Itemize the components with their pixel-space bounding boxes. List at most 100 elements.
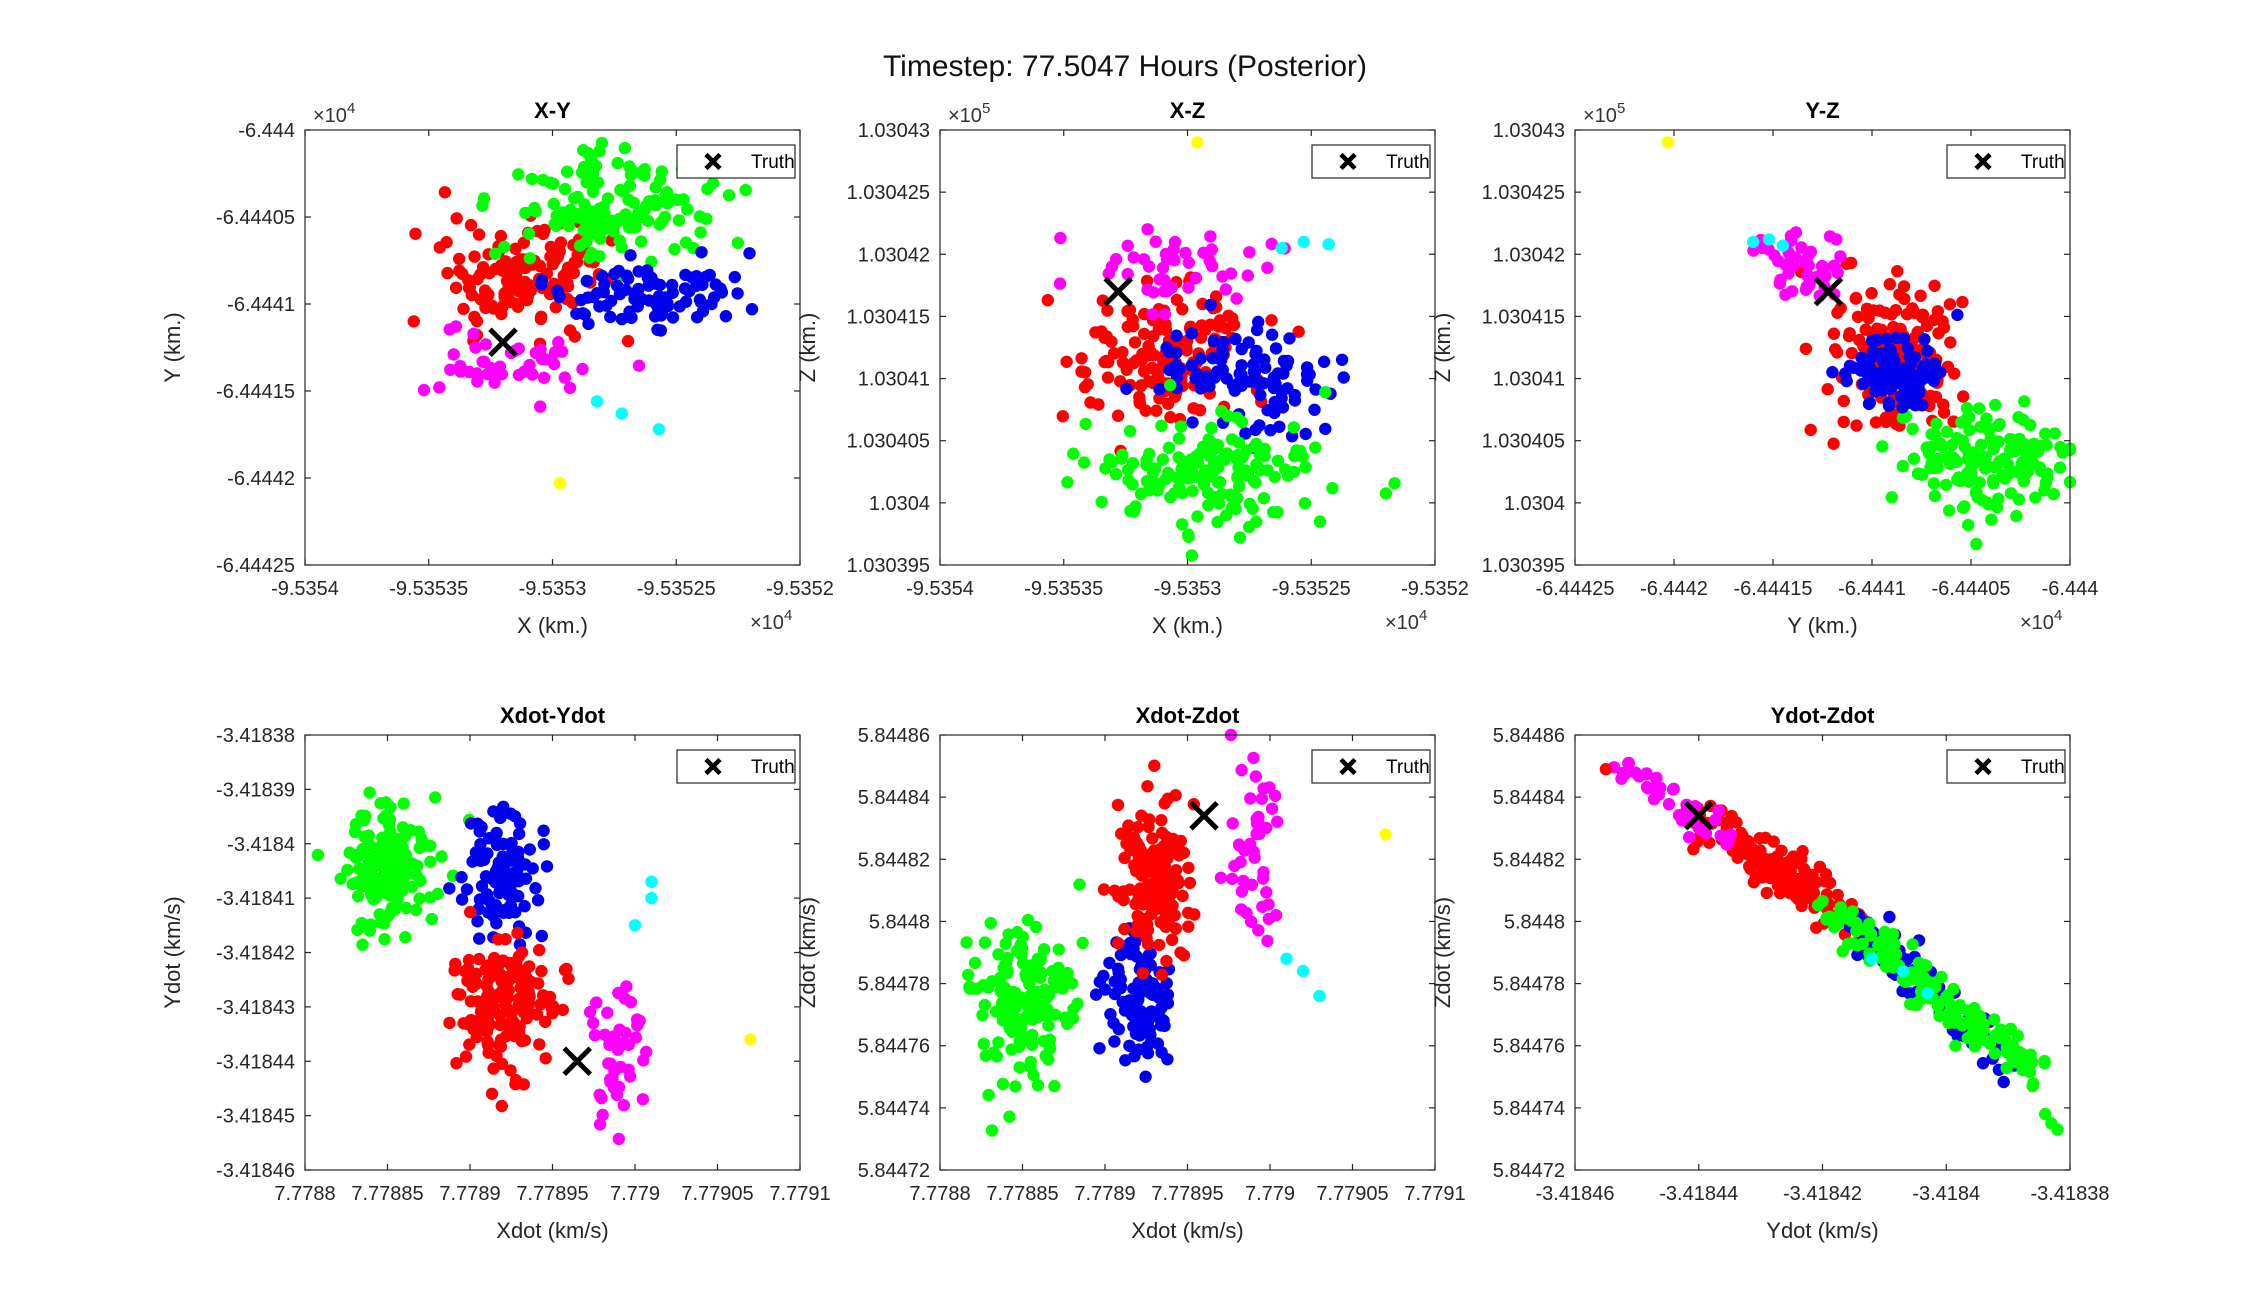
data-point-green-137 [984, 916, 997, 930]
data-point-red-146 [499, 998, 512, 1012]
data-point-red-78 [533, 1038, 546, 1051]
subplot-1: -9.5354 -9.53535 -9.5353 -9.53525 -9.5352 -6.… [160, 98, 834, 638]
data-point-green-136 [349, 851, 363, 864]
data-point-blue-66 [1883, 910, 1896, 924]
data-point-magenta-22 [1149, 235, 1162, 248]
data-point-magenta-4 [1235, 885, 1249, 898]
data-point-red-143 [1166, 899, 1179, 912]
data-point-magenta-39 [1802, 259, 1815, 272]
data-point-green-125 [1950, 455, 1964, 468]
data-point-red-81 [1158, 797, 1171, 810]
data-point-blue-91 [537, 838, 550, 851]
legend-label: Truth [751, 152, 795, 173]
data-point-blue-89 [1128, 1050, 1141, 1063]
data-point-green-116 [679, 236, 693, 249]
data-point-blue-3 [582, 317, 595, 331]
data-point-green-95 [1189, 470, 1203, 483]
data-point-red-91 [450, 1057, 463, 1070]
data-point-green-80 [2038, 1057, 2051, 1070]
data-point-green-77 [1232, 480, 1246, 493]
data-point-green-30 [1970, 537, 1983, 551]
data-point-green-131 [429, 791, 442, 804]
data-point-green-101 [1071, 997, 1084, 1010]
data-point-blue-94 [502, 850, 516, 864]
y-tick-label: 1.030395 [1482, 555, 1565, 577]
data-point-green-115 [1243, 520, 1256, 534]
data-point-red-130 [566, 265, 579, 278]
data-point-magenta-36 [1260, 886, 1273, 899]
data-point-green-2 [1989, 398, 2002, 412]
data-point-red-72 [501, 288, 514, 301]
data-point-magenta-34 [534, 343, 547, 356]
legend-marker-stroke-b [704, 152, 722, 171]
data-point-green-132 [405, 857, 419, 870]
data-point-green-124 [1831, 917, 1845, 930]
data-point-blue-89 [1862, 370, 1875, 383]
data-point-blue-99 [1301, 374, 1314, 387]
data-point-cyan-1 [1297, 235, 1311, 249]
data-point-blue-93 [1233, 367, 1246, 380]
data-point-cyan-0 [1275, 241, 1288, 255]
data-point-green-148 [971, 982, 984, 995]
y-tick-label: 5.84486 [1493, 725, 1565, 747]
data-point-green-11 [1885, 491, 1899, 504]
data-point-magenta-44 [604, 1075, 617, 1089]
legend-box [676, 749, 796, 784]
data-point-green-133 [643, 195, 656, 208]
legend-label: Truth [751, 757, 795, 778]
data-point-red-2 [1101, 304, 1114, 317]
data-point-blue-38 [719, 310, 733, 323]
data-point-blue-86 [535, 274, 549, 287]
data-point-green-73 [1933, 1009, 1946, 1023]
data-point-blue-85 [473, 845, 486, 859]
data-point-green-115 [1969, 1037, 1983, 1051]
x-tick-label: 7.779 [610, 1183, 660, 1205]
data-point-magenta-21 [534, 400, 547, 413]
data-point-magenta-32 [1682, 831, 1696, 844]
data-point-green-85 [1095, 495, 1108, 509]
data-point-green-93 [581, 146, 595, 160]
data-point-green-139 [348, 825, 362, 839]
data-point-red-131 [1773, 886, 1787, 900]
data-point-red-132 [471, 272, 484, 286]
data-point-red-147 [522, 985, 535, 998]
y-tick-label: 5.84482 [1493, 849, 1565, 871]
data-point-magenta-21 [636, 1093, 650, 1106]
data-point-magenta-24 [1238, 844, 1251, 857]
data-point-blue-88 [1259, 361, 1272, 374]
data-point-green-134 [649, 181, 662, 194]
data-point-red-117 [1957, 390, 1970, 403]
data-point-blue-96 [1142, 949, 1155, 962]
data-point-blue-83 [613, 287, 627, 301]
data-point-blue-94 [1247, 365, 1261, 378]
data-point-magenta-42 [612, 1132, 625, 1146]
data-point-magenta-15 [595, 1091, 608, 1105]
data-point-red-104 [498, 263, 511, 277]
data-point-green-120 [982, 1088, 995, 1102]
data-point-blue-11 [460, 883, 474, 896]
data-point-blue-54 [1151, 1037, 1165, 1050]
data-point-blue-26 [1161, 1053, 1174, 1066]
data-point-blue-76 [1114, 980, 1128, 993]
data-point-magenta-32 [417, 383, 431, 397]
data-point-red-38 [1813, 860, 1827, 873]
data-point-blue-97 [1207, 334, 1221, 348]
data-point-green-131 [1073, 878, 1086, 891]
data-point-green-132 [671, 193, 684, 206]
data-point-red-149 [1160, 872, 1174, 886]
data-point-green-95 [1846, 905, 1859, 918]
x-tick-label: -6.4442 [1640, 578, 1708, 600]
data-point-blue-43 [535, 929, 548, 943]
data-point-green-39 [435, 850, 448, 863]
y-tick-label: 1.03041 [858, 369, 930, 391]
data-point-green-39 [578, 160, 591, 174]
data-point-red-92 [494, 1040, 508, 1053]
data-point-green-108 [1067, 447, 1080, 460]
data-point-green-126 [1010, 1012, 1023, 1026]
data-point-green-92 [1241, 466, 1255, 479]
data-point-red-50 [1176, 889, 1189, 903]
data-point-cyan-2 [1313, 989, 1326, 1003]
data-point-green-144 [1153, 479, 1166, 492]
data-point-red-88 [1956, 295, 1969, 309]
